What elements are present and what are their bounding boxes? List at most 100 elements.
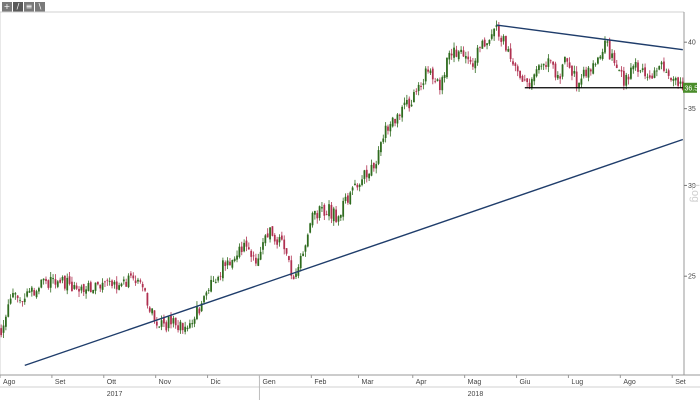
candle-body (219, 275, 222, 277)
candle-body (288, 256, 290, 260)
candle-body (592, 63, 595, 74)
candle-body (620, 69, 623, 72)
candle-body (457, 51, 460, 60)
candle-body (283, 239, 286, 250)
candle-body (26, 291, 29, 297)
candle-body (625, 74, 628, 86)
candle-body (601, 51, 604, 59)
candle-body (266, 233, 269, 238)
y-tick-label: 30 (688, 183, 696, 190)
trendline-falling-resistance (496, 24, 683, 51)
candle-body (30, 287, 33, 292)
crosshair-icon[interactable]: + (2, 2, 12, 12)
candle-body (358, 184, 361, 187)
candle-body (509, 48, 512, 60)
candle-body (132, 275, 135, 279)
candle-body (670, 77, 672, 81)
candle-body (542, 63, 545, 66)
candle-body (667, 70, 670, 76)
candle-body (436, 79, 439, 82)
candle-body (122, 279, 125, 282)
candle-body (278, 237, 281, 243)
candle-body (205, 292, 208, 296)
candle-body (443, 74, 446, 78)
candle-body (545, 65, 547, 67)
candles-group (0, 20, 684, 339)
candle-body (198, 308, 201, 314)
candle-body (325, 214, 328, 215)
candle-body (137, 279, 139, 282)
candle-body (424, 68, 427, 82)
candle-body (521, 76, 524, 82)
candle-body (212, 280, 215, 282)
chart-toolbar: + / ≡ \ (2, 2, 45, 12)
candle-body (271, 226, 274, 236)
candle-body (9, 298, 12, 304)
candle-body (438, 79, 441, 91)
candle-body (389, 124, 392, 132)
candle-body (420, 85, 422, 87)
candle-body (415, 90, 418, 92)
candle-body (460, 49, 463, 52)
candle-body (2, 325, 5, 333)
candle-body (99, 284, 102, 289)
candle-body (56, 281, 59, 287)
candle-body (167, 316, 170, 329)
candle-body (618, 70, 621, 71)
candle-body (21, 301, 24, 302)
candle-body (448, 52, 451, 60)
candle-body (342, 200, 345, 217)
candle-body (377, 150, 380, 164)
candle-body (672, 78, 675, 81)
candle-body (589, 69, 592, 72)
candle-body (80, 286, 83, 291)
candle-body (613, 52, 616, 64)
candle-body (193, 318, 196, 324)
layers-icon[interactable]: ≡ (24, 2, 34, 12)
price-axis-area (684, 0, 700, 400)
candle-body (599, 56, 602, 59)
x-tick-label: Set (55, 379, 66, 386)
x-tick-label: Dic (211, 379, 222, 386)
x-tick-label: Mar (362, 379, 375, 386)
candle-body (35, 291, 38, 298)
candle-body (174, 317, 177, 326)
candle-body (474, 60, 477, 69)
scale-label: Log (689, 184, 700, 202)
candle-body (214, 282, 217, 283)
candle-body (309, 223, 312, 233)
candle-body (464, 55, 467, 59)
candle-body (660, 62, 663, 65)
candle-body (495, 25, 498, 27)
candle-body (356, 184, 359, 188)
candle-body (396, 114, 399, 124)
candle-body (207, 289, 210, 291)
candle-body (111, 280, 113, 287)
candle-body (177, 325, 179, 331)
trendline-icon[interactable]: \ (35, 2, 45, 12)
candle-body (481, 40, 484, 49)
x-tick-label: Ott (107, 379, 116, 386)
candle-body (144, 288, 146, 291)
candle-body (127, 275, 130, 288)
x-tick-label: Apr (416, 379, 428, 386)
candle-body (549, 60, 552, 62)
candle-body (82, 284, 85, 293)
candle-body (23, 298, 26, 303)
candle-body (615, 64, 618, 68)
candle-body (382, 138, 385, 142)
candle-body (52, 278, 54, 280)
candle-body (408, 98, 411, 109)
candle-body (344, 196, 347, 201)
candle-body (514, 63, 517, 66)
candle-body (264, 235, 267, 244)
candle-body (101, 282, 104, 290)
candle-body (113, 281, 116, 285)
candle-body (108, 281, 111, 282)
candle-body (155, 321, 158, 326)
candle-body (417, 84, 420, 92)
candle-body (28, 290, 31, 293)
candle-body (405, 99, 408, 105)
candle-body (594, 64, 597, 66)
draw-line-icon[interactable]: / (13, 2, 23, 12)
